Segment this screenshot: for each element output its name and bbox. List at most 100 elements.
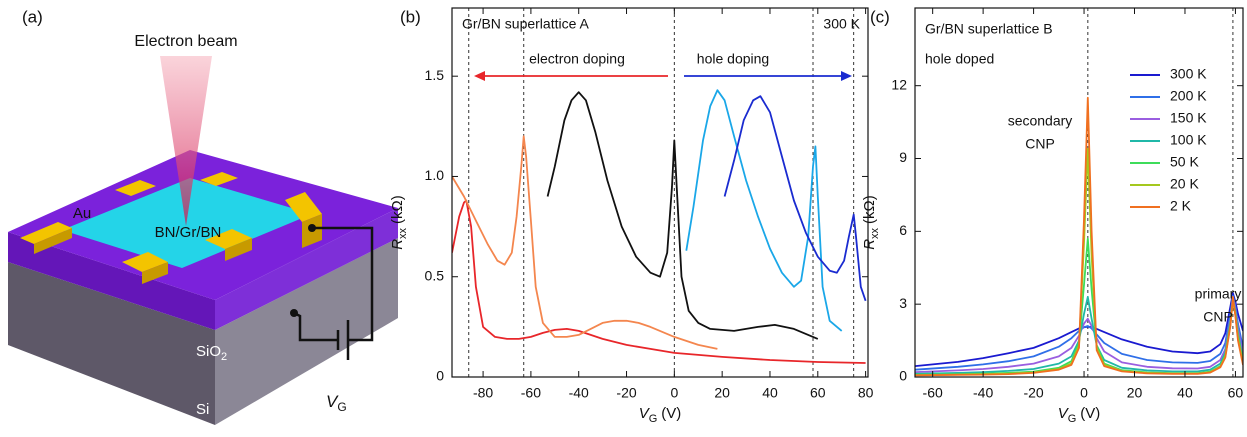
y-tick-label: 9 [899, 149, 907, 165]
plot-frame [451, 7, 869, 378]
x-tick-label: -60 [923, 385, 943, 401]
x-tick-label: 60 [810, 385, 826, 401]
terminal [290, 309, 298, 317]
legend-label: 50 K [1170, 154, 1199, 170]
axis-main: R [389, 239, 406, 250]
plot-frame [914, 7, 1244, 378]
x-axis-title: VG (V) [639, 405, 682, 425]
contact [285, 192, 322, 222]
contact [205, 229, 252, 249]
annotation: CNP [1203, 309, 1233, 325]
data-line [452, 135, 718, 350]
annotation: hole doping [697, 51, 769, 67]
panel-label: (a) [22, 7, 43, 26]
y-tick-label: 0 [436, 368, 444, 384]
x-tick-label: -60 [521, 385, 541, 401]
annotation: hole doped [925, 51, 994, 67]
axis-main: V [639, 405, 651, 422]
sio2-left [8, 232, 215, 330]
axis-unit: (kΩ) [389, 195, 406, 224]
axis-sub: xx [397, 227, 409, 239]
stack-label: BN/Gr/BN [155, 224, 222, 241]
panel-label: (c) [870, 7, 890, 26]
annotation: Gr/BN superlattice B [925, 21, 1053, 37]
x-axis-title: VG (V) [1058, 405, 1101, 425]
axis-sub: G [1068, 413, 1077, 425]
annotation: electron doping [529, 51, 625, 67]
legend-label: 200 K [1170, 88, 1207, 104]
electron-beam [160, 56, 212, 226]
device-diagram: (a) Electron beam Au BN/Gr/BN SiO2 Si VG [8, 7, 398, 425]
vg-main: V [326, 392, 339, 411]
x-tick-label: -20 [1023, 385, 1043, 401]
y-axis-title: Rxx (kΩ) [389, 195, 409, 250]
y-tick-label: 0 [899, 368, 907, 384]
y-tick-label: 12 [891, 76, 907, 92]
annotation: Gr/BN superlattice A [462, 16, 589, 32]
legend-label: 20 K [1170, 176, 1199, 192]
contact-side [225, 238, 252, 261]
legend-label: 2 K [1170, 198, 1192, 214]
y-tick-label: 1.5 [425, 67, 445, 83]
chart-panel: (b) -80 -60 -40 -20 0 20 40 60 80 0 0.5 1.0 1.5 VG (V) R… [389, 7, 874, 425]
data-line [452, 199, 866, 364]
contact-side [142, 262, 168, 284]
contact-side [34, 228, 72, 254]
plot-area [915, 96, 1243, 377]
axis-unit: (V) [661, 405, 681, 422]
vg-sub: G [337, 400, 346, 414]
annotation: primary [1195, 286, 1242, 302]
sio2-sub: 2 [221, 351, 227, 363]
beam-label: Electron beam [134, 33, 237, 50]
x-tick-label: 20 [1127, 385, 1143, 401]
au-label: Au [73, 205, 91, 222]
y-tick-label: 0.5 [425, 267, 445, 283]
data-line [685, 89, 843, 332]
axis-unit: (V) [1080, 405, 1100, 422]
sio2-label: SiO2 [196, 343, 227, 363]
data-line [546, 91, 819, 340]
chart-panel: (c) -60 -40 -20 0 20 40 60 0 3 6 9 12 VG (V) Rxx (kΩ) Gr/… [861, 7, 1244, 425]
hbn-stack [62, 178, 312, 268]
x-tick-label: 60 [1228, 385, 1244, 401]
axis-main: V [1058, 405, 1070, 422]
x-tick-label: 0 [670, 385, 678, 401]
axis-sub: G [649, 413, 658, 425]
plot-area [452, 89, 867, 364]
annotation: 300 K [823, 16, 860, 32]
contact [200, 172, 238, 186]
y-tick-label: 1.0 [425, 167, 445, 183]
x-tick-label: -40 [569, 385, 589, 401]
axis-main: R [861, 239, 878, 250]
panel-label: (b) [400, 7, 421, 26]
axis-unit: (kΩ) [861, 195, 878, 224]
si-right [215, 238, 398, 425]
y-tick-label: 6 [899, 222, 907, 238]
sio2-right [215, 208, 398, 330]
x-tick-label: -20 [616, 385, 636, 401]
axis-sub: xx [869, 227, 881, 239]
y-axis-title: Rxx (kΩ) [861, 195, 881, 250]
legend-label: 300 K [1170, 66, 1207, 82]
contact [20, 222, 72, 244]
x-tick-label: -80 [473, 385, 493, 401]
arrow-head [841, 71, 852, 81]
contact [122, 252, 168, 272]
data-line [915, 237, 1243, 376]
x-tick-label: 80 [858, 385, 874, 401]
arrow-head [474, 71, 485, 81]
vg-label: VG [326, 392, 347, 414]
x-tick-label: 20 [714, 385, 730, 401]
contact [115, 180, 156, 196]
x-tick-label: 40 [762, 385, 778, 401]
data-line [723, 95, 867, 302]
wire [312, 226, 374, 342]
si-left [8, 262, 215, 425]
x-tick-label: 40 [1177, 385, 1193, 401]
legend-label: 150 K [1170, 110, 1207, 126]
x-tick-label: 0 [1080, 385, 1088, 401]
legend-label: 100 K [1170, 132, 1207, 148]
sio2-main: SiO [196, 343, 221, 360]
x-tick-label: -40 [973, 385, 993, 401]
